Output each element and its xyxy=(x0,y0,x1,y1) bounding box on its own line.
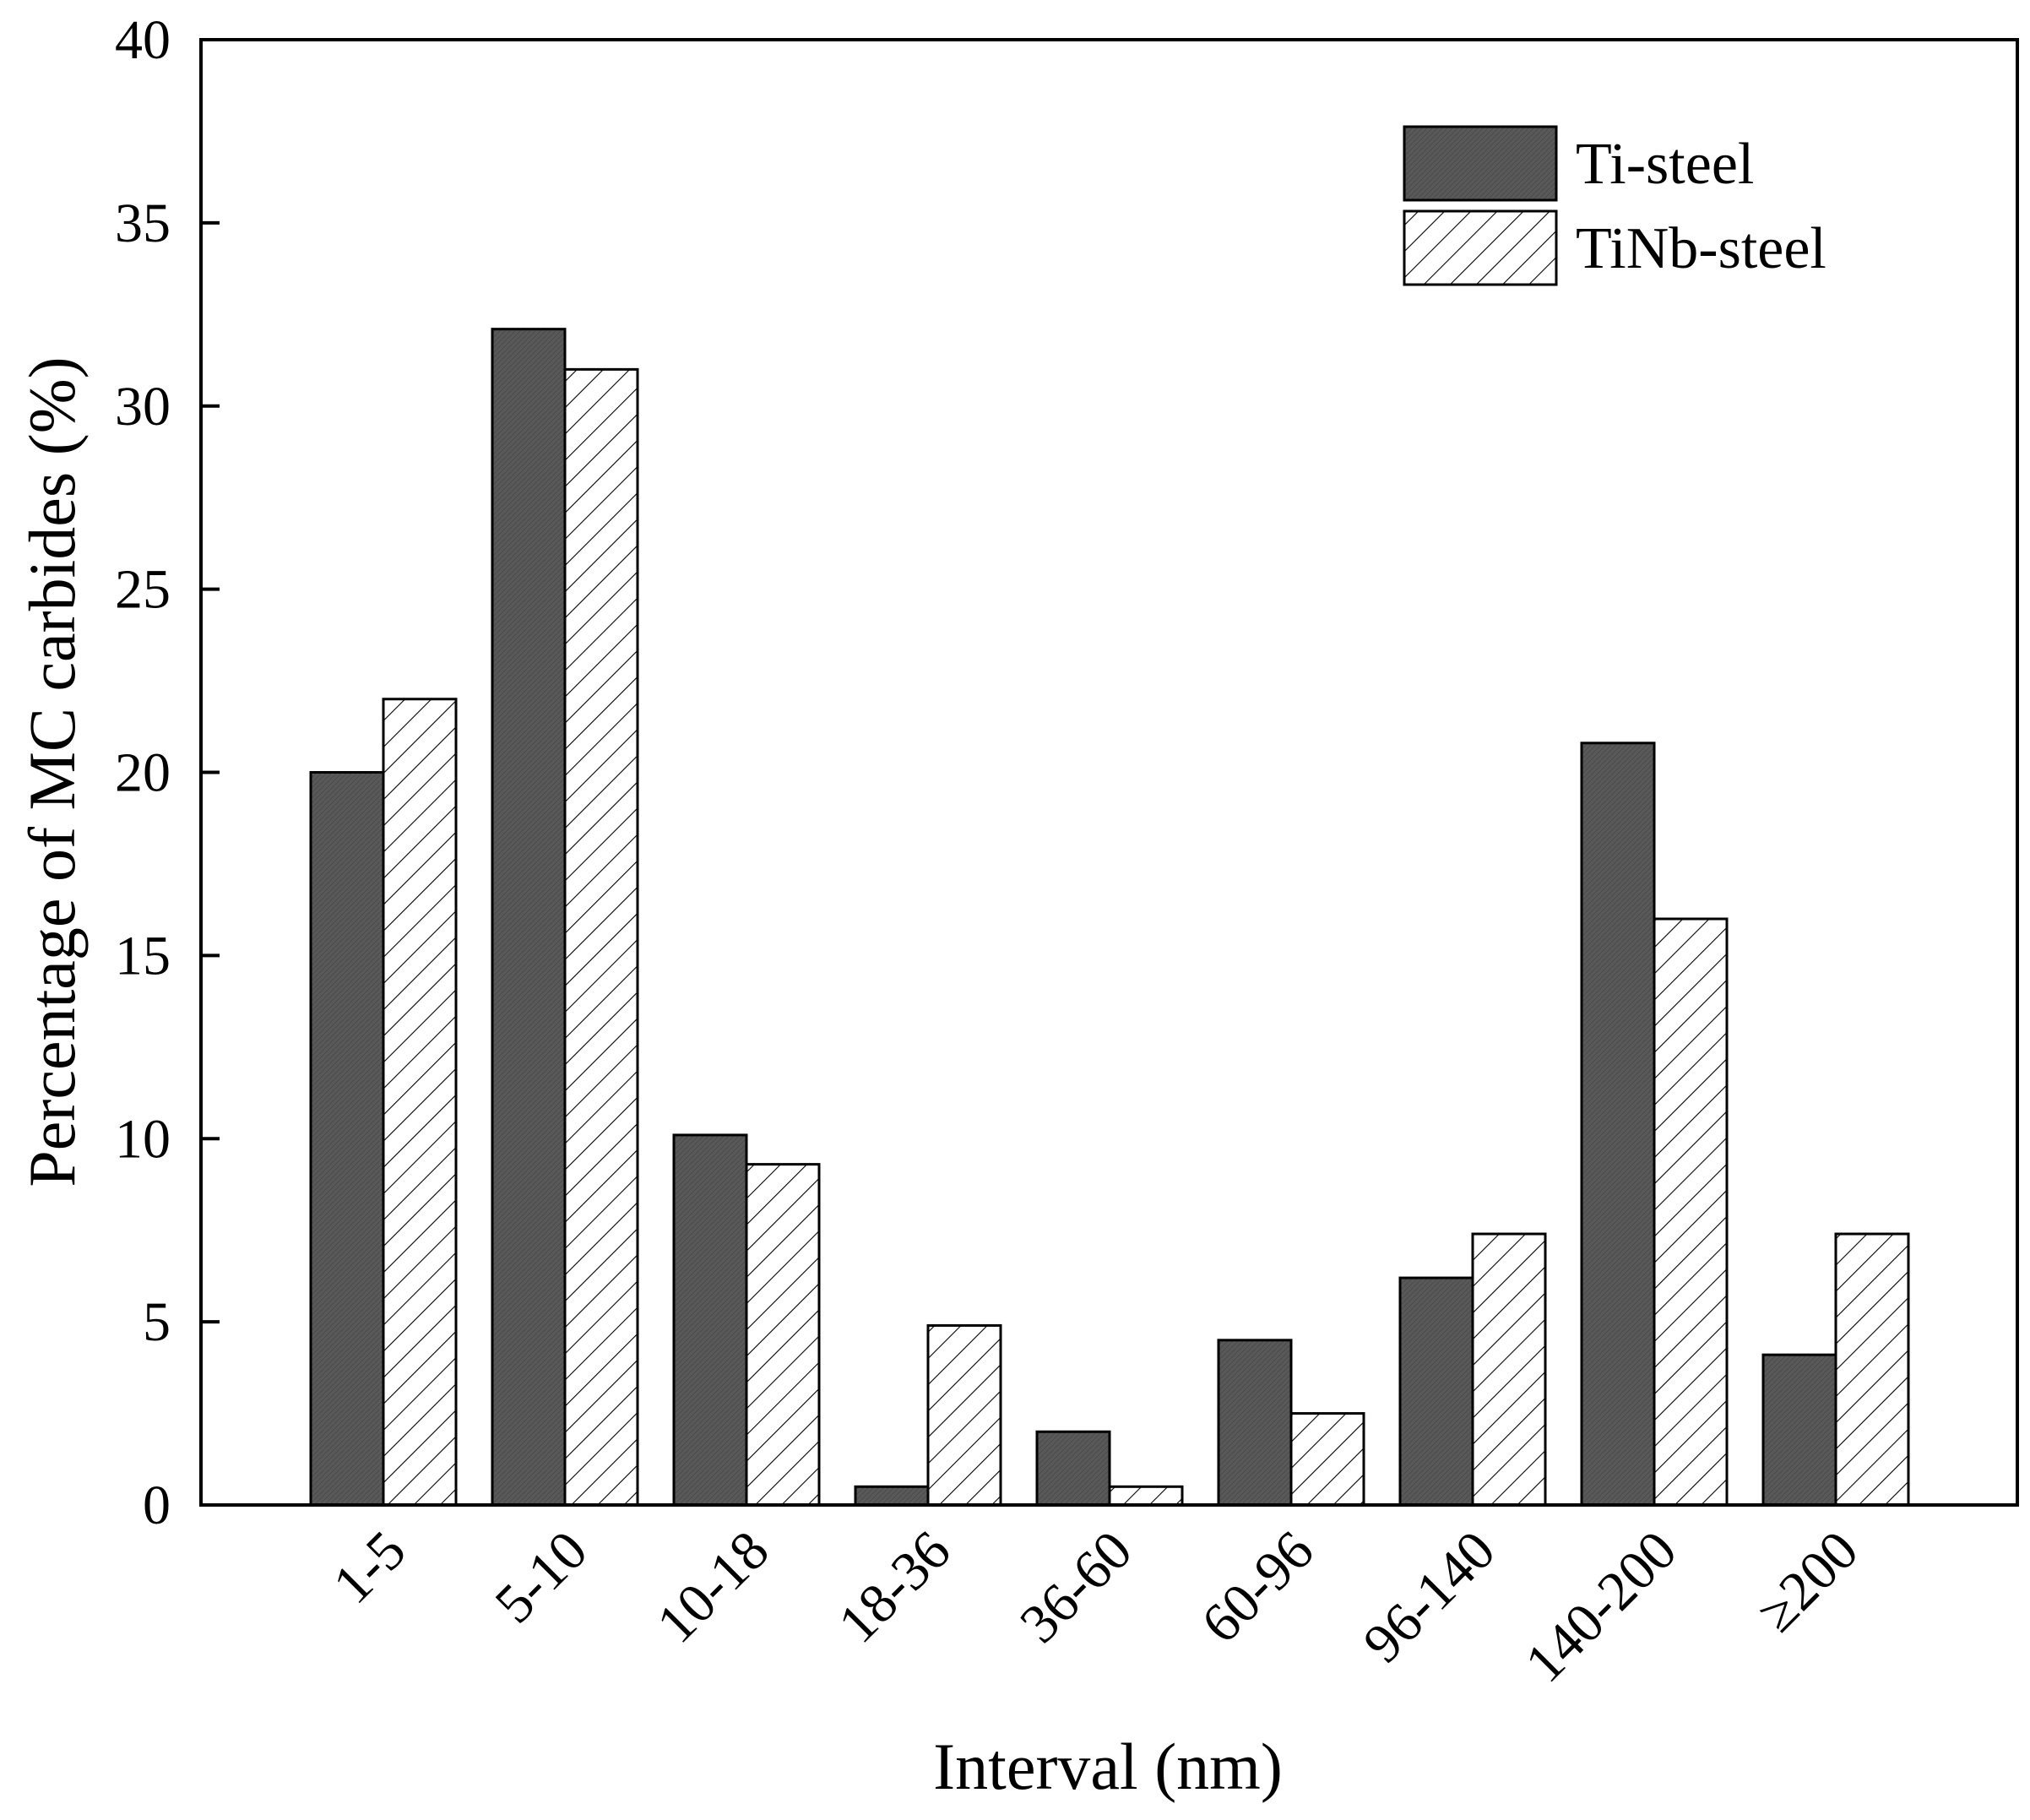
x-tick-label: 36-60 xyxy=(1008,1519,1144,1655)
bar-ti-steel-4 xyxy=(854,1485,930,1507)
bar-ti-steel-9 xyxy=(1761,1353,1837,1507)
bar-tinb-steel-5 xyxy=(1108,1485,1184,1507)
bar-ti-steel-5 xyxy=(1035,1430,1111,1507)
y-tick-label: 5 xyxy=(143,1291,171,1353)
y-tick-label: 35 xyxy=(115,193,171,254)
bar-ti-steel-8 xyxy=(1580,742,1656,1507)
bar-ti-steel-2 xyxy=(491,328,567,1507)
bar-ti-steel-7 xyxy=(1398,1276,1474,1507)
x-tick-label: ≥200 xyxy=(1745,1519,1870,1643)
x-tick-label: 5-10 xyxy=(483,1519,599,1635)
legend-label-ti-steel: Ti-steel xyxy=(1576,132,1754,197)
y-axis-title: Percentage of MC carbides (%) xyxy=(15,356,89,1187)
y-tick-label: 30 xyxy=(115,376,171,437)
y-tick-label: 25 xyxy=(115,559,171,621)
bar-tinb-steel-3 xyxy=(745,1163,821,1507)
x-tick-label: 60-96 xyxy=(1190,1519,1326,1655)
bar-tinb-steel-2 xyxy=(563,367,639,1507)
legend: Ti-steel TiNb-steel xyxy=(1403,125,1826,286)
y-tick-label: 10 xyxy=(115,1108,171,1170)
bar-tinb-steel-6 xyxy=(1289,1412,1365,1507)
bar-tinb-steel-1 xyxy=(382,698,458,1507)
bar-tinb-steel-8 xyxy=(1653,917,1729,1507)
x-tick-label: 1-5 xyxy=(322,1519,418,1616)
x-tick-label: 96-140 xyxy=(1352,1519,1507,1675)
bar-ti-steel-1 xyxy=(309,771,385,1507)
bar-tinb-steel-9 xyxy=(1834,1232,1910,1507)
bar-ti-steel-6 xyxy=(1217,1339,1293,1507)
x-tick-label: 10-18 xyxy=(645,1519,781,1655)
bars-layer xyxy=(309,328,1910,1507)
bar-tinb-steel-7 xyxy=(1471,1232,1547,1507)
y-tick-label: 40 xyxy=(115,9,171,71)
legend-swatch-tinb-steel xyxy=(1403,209,1558,286)
y-axis: 0 5 10 15 20 25 30 35 40 xyxy=(115,9,220,1536)
y-tick-label: 15 xyxy=(115,925,171,986)
x-axis-title: Interval (nm) xyxy=(933,1730,1283,1803)
bar-ti-steel-3 xyxy=(672,1133,748,1507)
x-tick-label: 140-200 xyxy=(1513,1519,1688,1694)
legend-swatch-ti-steel xyxy=(1403,125,1558,202)
y-tick-label: 20 xyxy=(115,742,171,804)
y-tick-label: 0 xyxy=(143,1475,171,1536)
legend-label-tinb-steel: TiNb-steel xyxy=(1576,216,1826,281)
x-tick-label: 18-36 xyxy=(827,1519,963,1655)
bar-tinb-steel-4 xyxy=(926,1323,1002,1507)
x-axis: 1-5 5-10 10-18 18-36 36-60 60-96 96-140 140-200… xyxy=(322,1519,1870,1694)
